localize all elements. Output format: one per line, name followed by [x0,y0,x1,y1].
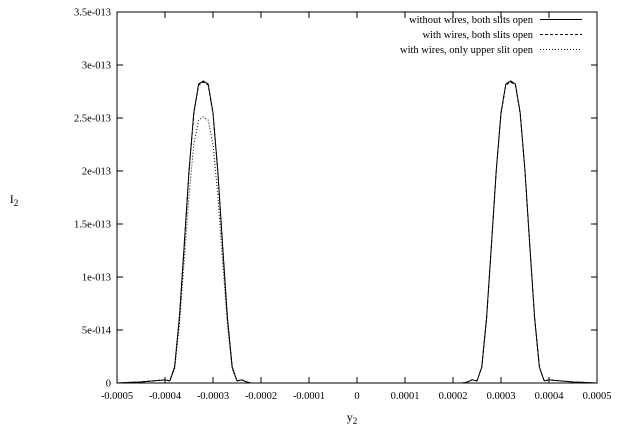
x-tick-label: 0.0005 [583,391,612,402]
x-tick-label: -0.0002 [245,391,277,402]
y-tick-label: 1e-013 [82,273,111,284]
legend-label: with wires, both slits open [422,30,533,41]
series-line-3 [116,116,597,384]
y-tick-label: 2e-013 [82,167,111,178]
y-tick-label: 2.5e-013 [74,114,111,125]
x-tick-label: 0.0001 [391,391,420,402]
x-tick-label: -0.0003 [197,391,229,402]
legend-label: with wires, only upper slit open [400,45,534,56]
series-layer [116,80,598,384]
x-tick-label: 0.0004 [535,391,565,402]
y-tick-label: 1.5e-013 [74,220,111,231]
x-tick-label: -0.0005 [101,391,133,402]
y-tick-label: 3e-013 [82,61,111,72]
y-tick-label: 3.5e-013 [74,8,111,19]
y-tick-label: 0 [106,379,111,390]
x-tick-label: 0.0002 [439,391,468,402]
y-axis-label: I2 [10,192,19,208]
legend-label: without wires, both slits open [409,15,534,26]
x-tick-label: -0.0004 [149,391,182,402]
x-tick-label: 0.0003 [487,391,516,402]
x-tick-label: 0 [354,391,359,402]
series-line-1 [116,80,598,384]
x-tick-label: -0.0001 [293,391,325,402]
y-axis: 0 5e-014 1e-013 1.5e-013 2e-013 2.5e-013 3e-01… [74,8,597,390]
x-axis-label: y2 [347,410,358,425]
series-line-2 [116,81,598,384]
y-tick-label: 5e-014 [82,326,112,337]
legend: without wires, both slits open with wire… [400,15,582,56]
